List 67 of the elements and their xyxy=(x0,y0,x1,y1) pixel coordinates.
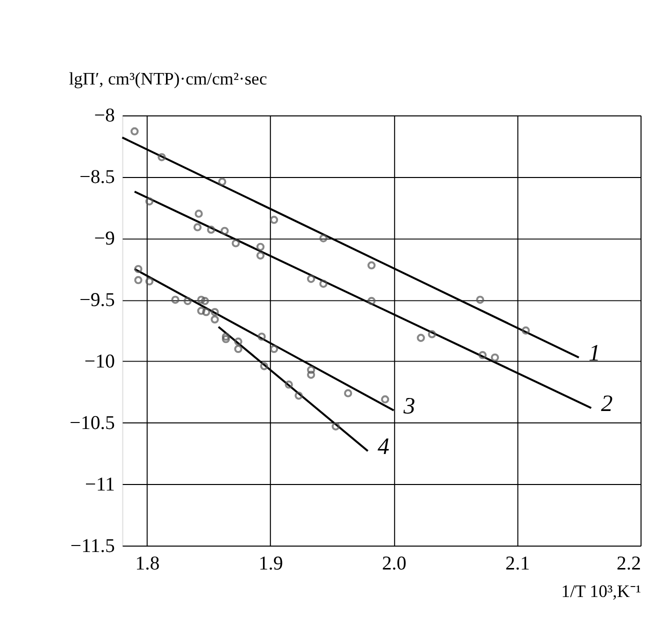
point xyxy=(428,330,436,338)
series-label: 2 xyxy=(600,390,613,417)
y-tick-label: −9.5 xyxy=(79,290,116,312)
point xyxy=(256,242,265,251)
point xyxy=(210,308,219,316)
point xyxy=(210,315,219,324)
point xyxy=(222,335,230,344)
point xyxy=(319,280,328,288)
point xyxy=(207,226,216,234)
x-axis-title: 1/T 10³,K⁻¹ xyxy=(561,580,642,601)
point xyxy=(306,366,316,374)
point xyxy=(145,277,154,286)
point xyxy=(145,197,154,206)
x-tick-label: 2.2 xyxy=(616,554,642,575)
x-tick-label: 2.0 xyxy=(382,554,407,575)
y-tick-label: −8 xyxy=(94,106,116,127)
y-axis-title: lgΠ′, cm³(NTP)·cm/cm²·sec xyxy=(68,68,268,89)
point xyxy=(193,223,202,232)
point xyxy=(270,216,278,224)
point xyxy=(220,226,229,235)
point xyxy=(367,296,376,306)
point xyxy=(197,306,206,315)
point xyxy=(367,261,376,270)
point xyxy=(234,338,242,346)
point xyxy=(202,308,210,316)
point xyxy=(260,362,268,370)
y-tick-label: −11.5 xyxy=(70,536,116,558)
y-tick-label: −8.5 xyxy=(79,167,116,188)
point xyxy=(306,274,316,283)
point xyxy=(319,234,328,242)
point xyxy=(184,296,192,306)
series-label: 1 xyxy=(588,340,600,366)
point xyxy=(270,344,278,354)
point xyxy=(258,332,266,341)
y-tick-label: −10 xyxy=(84,352,116,373)
series-label: 3 xyxy=(402,393,416,420)
point xyxy=(134,276,142,284)
point xyxy=(234,344,242,354)
point xyxy=(284,380,293,389)
point xyxy=(222,332,230,341)
point xyxy=(490,353,500,362)
point xyxy=(416,334,425,342)
point xyxy=(478,351,487,360)
point xyxy=(522,326,530,335)
point xyxy=(232,239,240,248)
point xyxy=(197,296,206,304)
point xyxy=(200,296,209,306)
x-tick-label: 1.8 xyxy=(135,554,160,575)
y-tick-label: −11 xyxy=(85,474,115,496)
point xyxy=(381,395,390,404)
point xyxy=(332,422,340,430)
point xyxy=(134,264,142,274)
point xyxy=(306,370,316,379)
point xyxy=(294,392,303,400)
point xyxy=(218,178,226,186)
point xyxy=(256,251,265,260)
x-tick-label: 1.9 xyxy=(258,554,284,575)
point xyxy=(476,296,484,304)
point xyxy=(158,153,166,162)
y-tick-label: −9 xyxy=(94,228,115,250)
point xyxy=(344,389,352,398)
series-label: 4 xyxy=(378,434,390,460)
y-tick-label: −10.5 xyxy=(70,413,116,434)
point xyxy=(130,127,139,136)
x-tick-label: 2.1 xyxy=(505,554,530,575)
point xyxy=(171,296,180,304)
point xyxy=(194,210,203,218)
